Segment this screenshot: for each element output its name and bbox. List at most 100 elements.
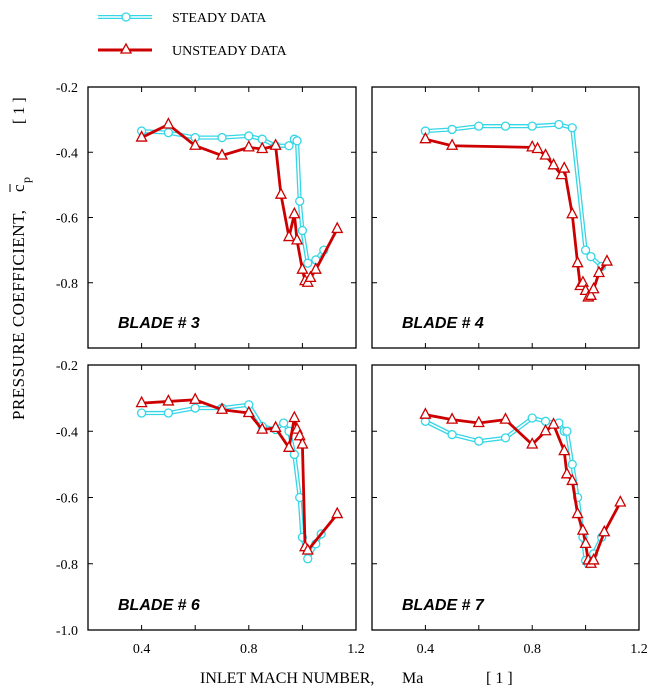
x-tick-label: 1.2 bbox=[630, 642, 648, 657]
unsteady-point bbox=[288, 206, 301, 219]
unsteady-series-line bbox=[425, 137, 609, 299]
x-tick-label: 0.4 bbox=[133, 642, 151, 657]
legend-steady-label: STEADY DATA bbox=[172, 11, 267, 26]
steady-point bbox=[500, 433, 511, 443]
unsteady-point bbox=[555, 167, 568, 180]
unsteady-point bbox=[135, 395, 148, 408]
unsteady-point bbox=[256, 422, 269, 434]
unsteady-point bbox=[592, 265, 606, 278]
unsteady-point bbox=[539, 423, 552, 436]
steady-point bbox=[136, 408, 147, 418]
steady-point bbox=[163, 128, 174, 138]
x-tick-label: 0.4 bbox=[417, 642, 435, 657]
unsteady-point bbox=[189, 138, 202, 150]
y-tick-label: -1.0 bbox=[56, 624, 78, 639]
y-axis-label-group: PRESSURE COEFFICIENT, c p [ 1 ] bbox=[9, 97, 33, 420]
legend-unsteady-label: UNSTEADY DATA bbox=[172, 44, 288, 59]
steady-point bbox=[163, 408, 174, 418]
steady-point bbox=[284, 141, 294, 151]
unsteady-point bbox=[579, 536, 592, 549]
steady-point bbox=[580, 245, 591, 255]
unsteady-point bbox=[584, 288, 598, 300]
unsteady-point bbox=[135, 130, 148, 142]
unsteady-point bbox=[499, 412, 512, 424]
steady-point bbox=[447, 124, 457, 135]
unsteady-point bbox=[274, 187, 288, 199]
x-axis-symbol: Ma bbox=[402, 670, 423, 687]
panel-4: 0.4 0.8 1.2 BLADE # 7 bbox=[371, 364, 648, 657]
steady-point bbox=[567, 123, 577, 133]
steady-point bbox=[567, 459, 577, 470]
unsteady-point bbox=[576, 523, 590, 535]
y-tick-label: -0.6 bbox=[56, 492, 78, 507]
steady-point bbox=[297, 225, 308, 236]
panel-2: BLADE # 4 bbox=[371, 86, 640, 349]
unsteady-point bbox=[566, 473, 579, 486]
steady-point bbox=[295, 196, 305, 206]
unsteady-point bbox=[566, 206, 579, 219]
unsteady-point bbox=[215, 402, 229, 414]
x-tick-label: 1.2 bbox=[347, 642, 365, 657]
unsteady-point bbox=[331, 506, 344, 519]
unsteady-point bbox=[162, 117, 175, 129]
unsteady-point bbox=[242, 405, 255, 418]
unsteady-point bbox=[301, 543, 314, 555]
steady-point bbox=[303, 258, 313, 268]
panel-title: BLADE # 6 bbox=[118, 597, 200, 614]
unsteady-point bbox=[242, 139, 255, 152]
unsteady-point bbox=[531, 141, 544, 154]
steady-point bbox=[562, 426, 572, 436]
unsteady-point bbox=[290, 232, 304, 245]
panel-3: -0.2 -0.4 -0.6 -0.8 -1.0 0.4 0.8 1.2 BLADE # 6 bbox=[56, 359, 365, 657]
steady-point bbox=[500, 121, 511, 131]
unsteady-point bbox=[587, 553, 600, 565]
legend: STEADY DATA UNSTEADY DATA bbox=[98, 11, 288, 59]
y-axis-unit: [ 1 ] bbox=[11, 97, 28, 124]
y-tick-label: -0.4 bbox=[56, 425, 78, 440]
unsteady-point bbox=[558, 161, 571, 173]
panel-frame bbox=[371, 364, 640, 631]
unsteady-point bbox=[446, 412, 459, 424]
y-tick-label: -0.6 bbox=[56, 212, 78, 227]
unsteady-point bbox=[571, 506, 584, 519]
unsteady-point bbox=[571, 255, 584, 268]
unsteady-point bbox=[282, 440, 296, 452]
unsteady-point bbox=[293, 428, 306, 441]
unsteady-point bbox=[472, 415, 485, 428]
unsteady-point bbox=[282, 229, 296, 242]
x-axis-unit: [ 1 ] bbox=[486, 670, 513, 687]
steady-point bbox=[244, 131, 254, 141]
panel-title: BLADE # 3 bbox=[118, 315, 200, 332]
unsteady-point bbox=[539, 148, 552, 160]
unsteady-point bbox=[587, 281, 600, 294]
steady-point bbox=[292, 136, 302, 146]
unsteady-point bbox=[331, 221, 344, 234]
panel-frame bbox=[87, 86, 357, 349]
steady-point bbox=[474, 121, 484, 131]
steady-point bbox=[278, 418, 289, 428]
unsteady-point bbox=[189, 392, 202, 404]
y-tick-label: -0.8 bbox=[56, 277, 78, 292]
unsteady-point bbox=[269, 420, 282, 433]
steady-point bbox=[303, 554, 313, 564]
unsteady-point bbox=[162, 394, 175, 406]
steady-point bbox=[289, 449, 300, 460]
unsteady-point bbox=[446, 138, 459, 150]
unsteady-point bbox=[614, 495, 627, 507]
steady-point bbox=[586, 251, 596, 262]
legend-steady-marker bbox=[98, 12, 152, 22]
panel-title: BLADE # 7 bbox=[402, 597, 485, 614]
x-tick-label: 0.8 bbox=[523, 642, 541, 657]
unsteady-point bbox=[256, 141, 269, 154]
steady-point bbox=[527, 413, 537, 423]
unsteady-point bbox=[547, 157, 560, 170]
x-tick-label: 0.8 bbox=[240, 642, 258, 657]
y-axis-label: PRESSURE COEFFICIENT, bbox=[9, 210, 28, 420]
unsteady-point bbox=[215, 148, 229, 160]
unsteady-point bbox=[419, 131, 432, 144]
y-axis-symbol: c bbox=[9, 184, 28, 192]
unsteady-point bbox=[296, 437, 309, 449]
unsteady-point bbox=[269, 138, 282, 150]
